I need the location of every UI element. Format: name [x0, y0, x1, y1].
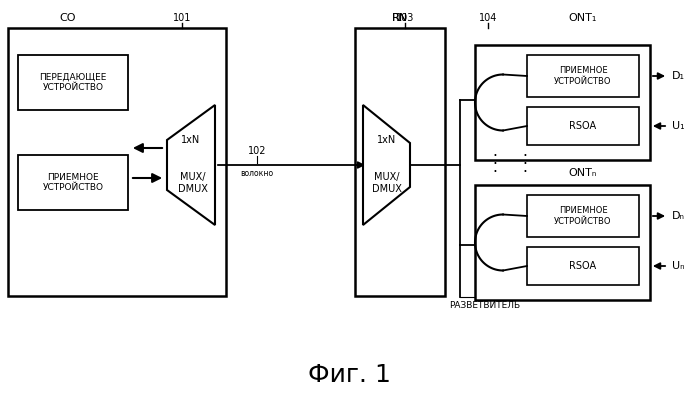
- Polygon shape: [167, 105, 215, 225]
- Bar: [527, 195, 639, 237]
- Text: ·: ·: [493, 158, 498, 173]
- Text: RN: RN: [392, 13, 408, 23]
- Bar: [527, 107, 639, 145]
- Text: RN: RN: [392, 13, 408, 23]
- Text: ПРИЕМНОЕ
УСТРОЙСТВО: ПРИЕМНОЕ УСТРОЙСТВО: [43, 173, 103, 192]
- Bar: [8, 28, 226, 296]
- Bar: [18, 155, 128, 210]
- Text: Uₙ: Uₙ: [672, 261, 684, 271]
- Text: RSOA: RSOA: [570, 261, 596, 271]
- Bar: [355, 28, 445, 296]
- Text: ·: ·: [493, 166, 498, 181]
- Text: РАЗВЕТВИТЕЛЬ: РАЗВЕТВИТЕЛЬ: [449, 301, 521, 310]
- Text: ·: ·: [523, 166, 528, 181]
- Text: 104: 104: [479, 13, 497, 23]
- Bar: [475, 45, 650, 160]
- Text: 1xN: 1xN: [181, 135, 201, 145]
- Text: ПРИЕМНОЕ
УСТРОЙСТВО: ПРИЕМНОЕ УСТРОЙСТВО: [554, 66, 612, 86]
- Text: 103: 103: [396, 13, 415, 23]
- Text: 101: 101: [173, 13, 192, 23]
- Text: MUX/
DMUX: MUX/ DMUX: [178, 172, 208, 194]
- Bar: [527, 55, 639, 97]
- Text: Dₙ: Dₙ: [672, 211, 684, 221]
- Text: D₁: D₁: [672, 71, 684, 81]
- Text: CO: CO: [59, 13, 76, 23]
- Bar: [527, 247, 639, 285]
- Bar: [475, 185, 650, 300]
- Text: U₁: U₁: [672, 121, 684, 131]
- Text: Фиг. 1: Фиг. 1: [308, 363, 391, 387]
- Text: ПРИЕМНОЕ
УСТРОЙСТВО: ПРИЕМНОЕ УСТРОЙСТВО: [554, 206, 612, 226]
- Text: ONT₁: ONT₁: [568, 13, 597, 23]
- Text: ·: ·: [523, 158, 528, 173]
- Text: ONTₙ: ONTₙ: [568, 168, 597, 178]
- Text: 102: 102: [247, 146, 266, 156]
- Text: RSOA: RSOA: [570, 121, 596, 131]
- Bar: [18, 55, 128, 110]
- Text: ПЕРЕДАЮЩЕЕ
УСТРОЙСТВО: ПЕРЕДАЮЩЕЕ УСТРОЙСТВО: [39, 73, 107, 92]
- Text: ·: ·: [493, 149, 498, 164]
- Polygon shape: [363, 105, 410, 225]
- Text: ·: ·: [523, 149, 528, 164]
- Text: MUX/
DMUX: MUX/ DMUX: [372, 172, 401, 194]
- Text: 1xN: 1xN: [377, 135, 396, 145]
- Text: волокно: волокно: [240, 169, 273, 177]
